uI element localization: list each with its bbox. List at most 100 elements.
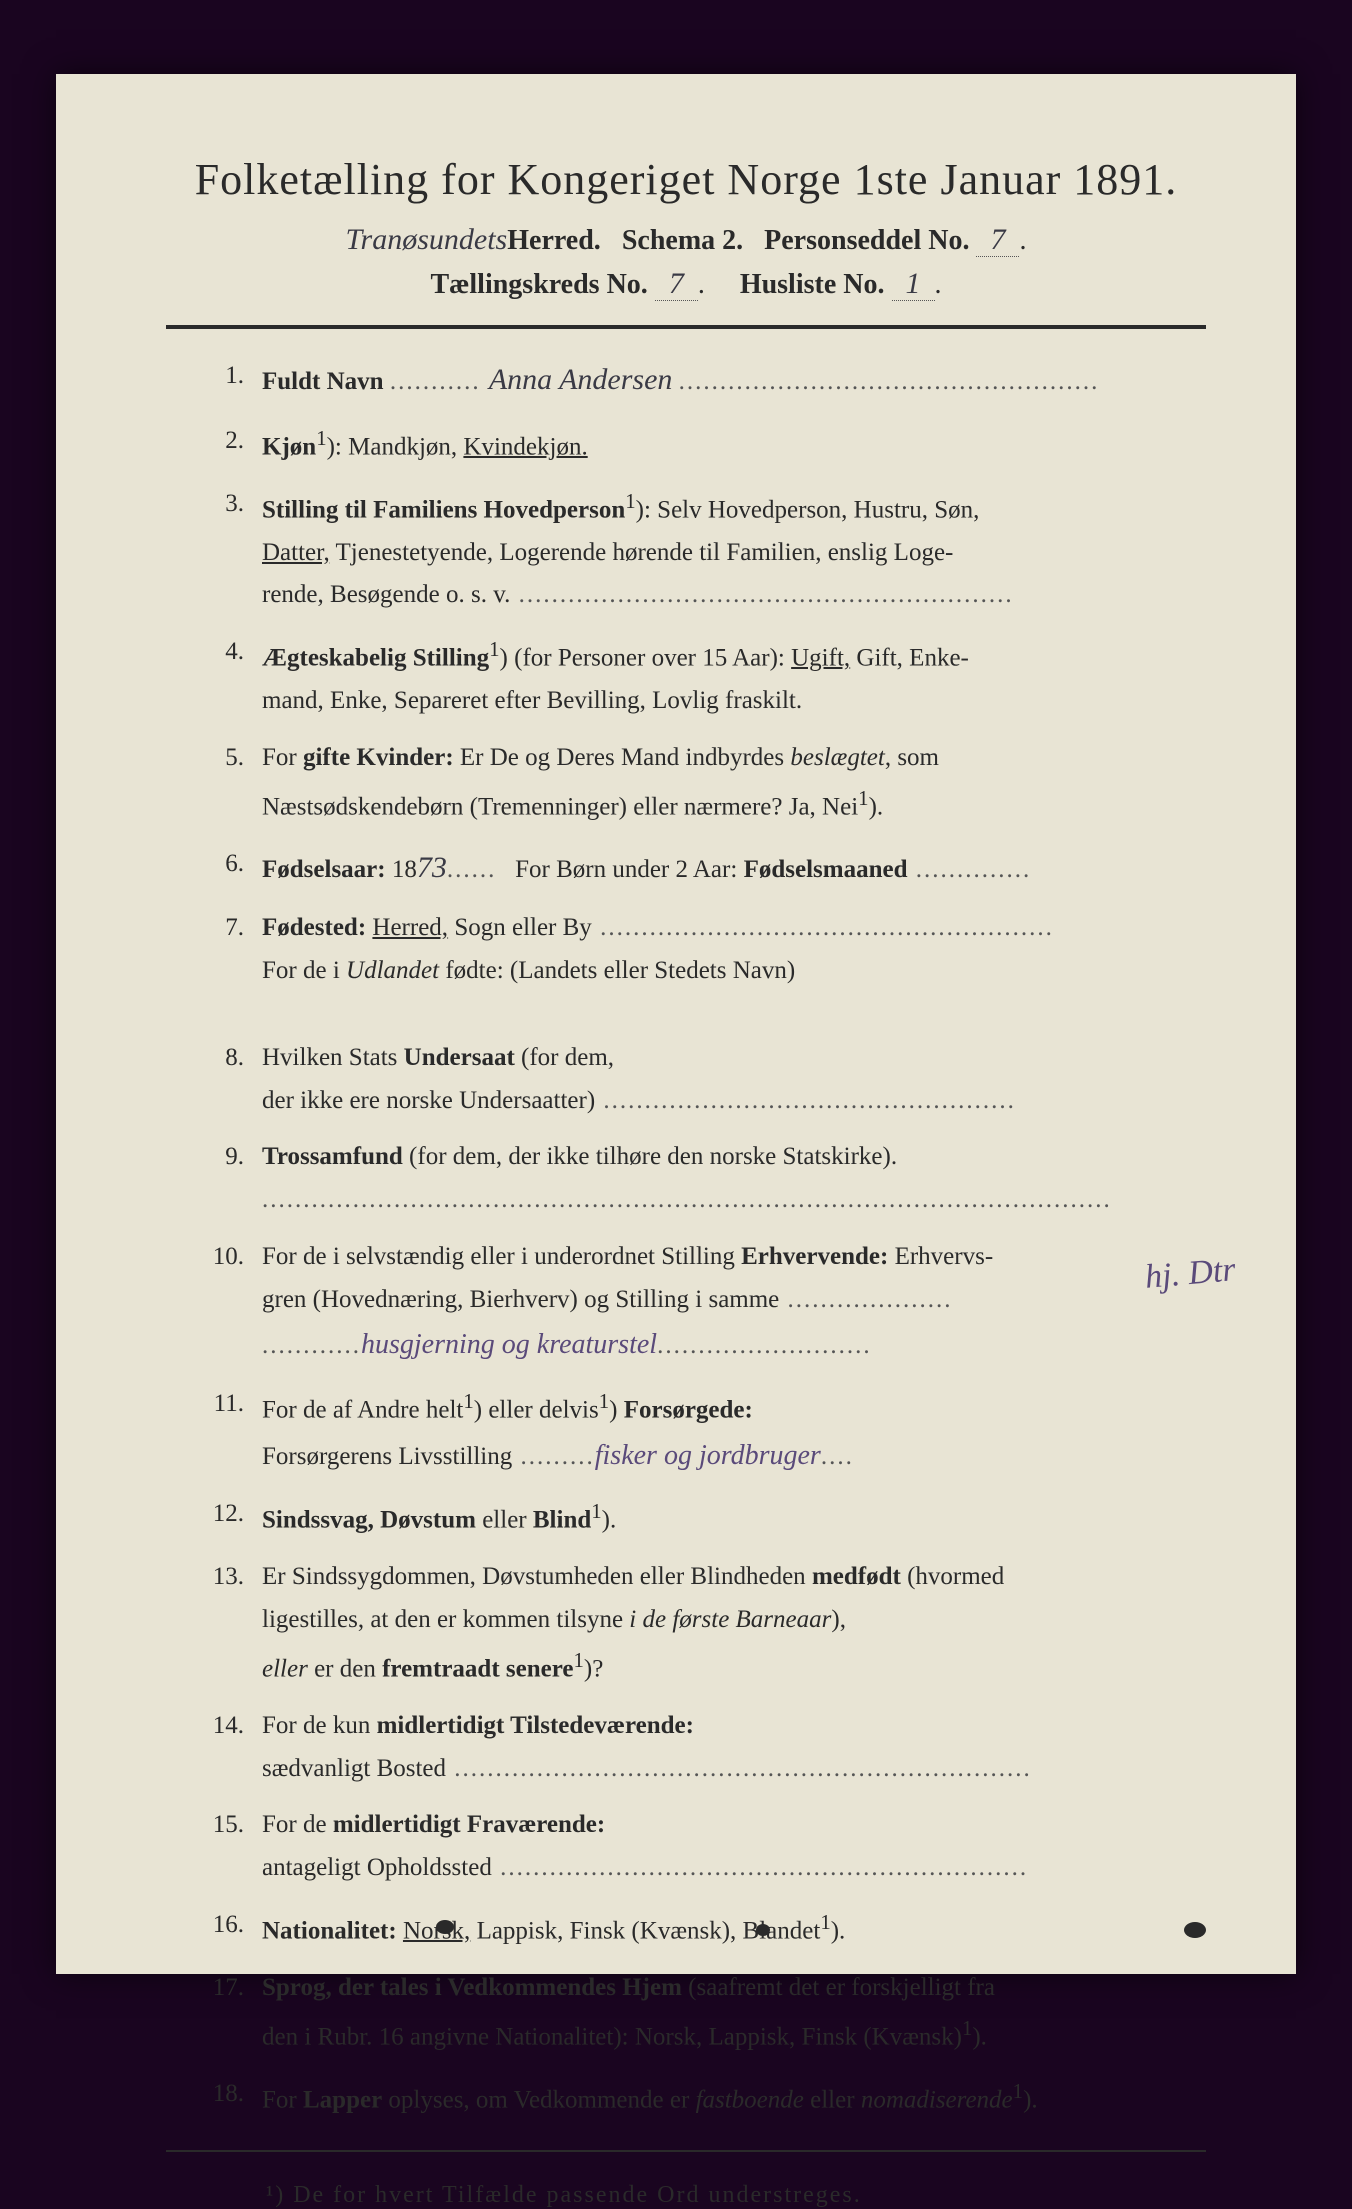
item-6: 6. Fødselsaar: 1873...... For Børn under… bbox=[206, 845, 1206, 892]
label: midlertidigt Fraværende: bbox=[333, 1811, 605, 1838]
text: (hvormed bbox=[901, 1563, 1004, 1590]
item-15: 15. For de midlertidigt Fraværende: anta… bbox=[206, 1806, 1206, 1888]
italic: nomadiserende bbox=[861, 2086, 1013, 2113]
label: Kjøn bbox=[262, 433, 316, 460]
item-16: 16. Nationalitet: Norsk, Lappisk, Finsk … bbox=[206, 1906, 1206, 1951]
year-prefix: 18 bbox=[392, 856, 417, 883]
text: Gift, Enke- bbox=[850, 644, 969, 671]
text: Erhvervs- bbox=[888, 1243, 993, 1270]
item-5: 5. For gifte Kvinder: Er De og Deres Man… bbox=[206, 739, 1206, 827]
text: Tjenestetyende, Logerende hørende til Fa… bbox=[330, 539, 954, 566]
text: rende, Besøgende o. s. v. bbox=[262, 581, 510, 608]
item-num: 12. bbox=[206, 1495, 262, 1540]
text: For de i bbox=[262, 957, 346, 984]
underlined: Herred, bbox=[372, 914, 448, 941]
name-value: Anna Andersen bbox=[489, 363, 673, 396]
label: Fødselsmaaned bbox=[744, 856, 908, 883]
margin-annotation: hj. Dtr bbox=[1143, 1244, 1238, 1304]
label: Fuldt Navn bbox=[262, 368, 384, 395]
ink-stain bbox=[756, 1924, 770, 1936]
text: Forsørgerens Livsstilling bbox=[262, 1443, 512, 1470]
text: ). bbox=[869, 793, 884, 820]
text: For de i selvstændig eller i underordnet… bbox=[262, 1243, 741, 1270]
sup: 1 bbox=[599, 1389, 609, 1413]
item-14: 14. For de kun midlertidigt Tilstedevære… bbox=[206, 1707, 1206, 1789]
item-8: 8. Hvilken Stats Undersaat (for dem, der… bbox=[206, 1039, 1206, 1121]
label: Stilling til Familiens Hovedperson bbox=[262, 496, 625, 523]
dots: ........................................… bbox=[679, 368, 1100, 395]
text: ). bbox=[972, 2023, 987, 2050]
kreds-no: 7 bbox=[655, 267, 698, 301]
personseddel-no: 7 bbox=[976, 223, 1019, 257]
text: , som bbox=[885, 744, 939, 771]
label: Erhvervende: bbox=[741, 1243, 888, 1270]
underlined: Ugift, bbox=[791, 644, 850, 671]
item-7: 7. Fødested: Herred, Sogn eller By .....… bbox=[206, 909, 1206, 991]
text: ): Mandkjøn, bbox=[327, 433, 464, 460]
text: For bbox=[262, 2086, 303, 2113]
header-line-1: TranøsundetsHerred. Schema 2. Personsedd… bbox=[166, 223, 1206, 257]
label: Blind bbox=[533, 1507, 591, 1534]
text: ), bbox=[831, 1606, 846, 1633]
text: eller bbox=[804, 2086, 861, 2113]
kreds-label: Tællingskreds No. bbox=[430, 269, 647, 300]
item-1: 1. Fuldt Navn ........... Anna Andersen … bbox=[206, 357, 1206, 404]
occupation-hand: husgjerning og kreaturstel bbox=[361, 1329, 657, 1360]
text: ) (for Personer over 15 Aar): bbox=[500, 644, 792, 671]
text: ) eller delvis bbox=[474, 1396, 599, 1423]
text: For bbox=[262, 744, 303, 771]
text: Hvilken Stats bbox=[262, 1044, 404, 1071]
text: )? bbox=[584, 1655, 603, 1682]
dots: ........... bbox=[390, 368, 489, 395]
text: (for dem, der ikke tilhøre den norske St… bbox=[403, 1143, 897, 1170]
text: For de af Andre helt bbox=[262, 1396, 463, 1423]
text: oplyses, om Vedkommende er bbox=[382, 2086, 695, 2113]
sup: 1 bbox=[489, 637, 499, 661]
italic: fastboende bbox=[696, 2086, 804, 2113]
item-18: 18. For Lapper oplyses, om Vedkommende e… bbox=[206, 2075, 1206, 2120]
text: ). bbox=[602, 1507, 617, 1534]
text: ) bbox=[609, 1396, 624, 1423]
item-num: 8. bbox=[206, 1039, 262, 1121]
label: Sprog, der tales i Vedkommendes Hjem bbox=[262, 1974, 682, 2001]
text: Næstsødskendebørn (Tremenninger) eller n… bbox=[262, 793, 858, 820]
item-num: 4. bbox=[206, 633, 262, 721]
herred-label: Herred. bbox=[507, 225, 601, 256]
text: fødte: (Landets eller Stedets Navn) bbox=[439, 957, 795, 984]
text: ): Selv Hovedperson, Hustru, Søn, bbox=[636, 496, 980, 523]
text: Sogn eller By bbox=[448, 914, 592, 941]
page-title: Folketælling for Kongeriget Norge 1ste J… bbox=[166, 154, 1206, 205]
text: For de kun bbox=[262, 1712, 377, 1739]
ink-stain bbox=[1184, 1922, 1206, 1938]
item-3: 3. Stilling til Familiens Hovedperson1):… bbox=[206, 485, 1206, 616]
text: gren (Hovednæring, Bierhverv) og Stillin… bbox=[262, 1286, 779, 1313]
label: midlertidigt Tilstedeværende: bbox=[377, 1712, 694, 1739]
divider-top bbox=[166, 325, 1206, 329]
text: (saafremt det er forskjelligt fra bbox=[682, 1974, 995, 2001]
text: antageligt Opholdssted bbox=[262, 1854, 492, 1881]
item-num: 5. bbox=[206, 739, 262, 827]
text: ligestilles, at den er kommen tilsyne bbox=[262, 1606, 629, 1633]
underlined: Datter, bbox=[262, 539, 330, 566]
text: ). bbox=[831, 1917, 846, 1944]
label: gifte Kvinder: bbox=[303, 744, 454, 771]
text: den i Rubr. 16 angivne Nationalitet): No… bbox=[262, 2023, 962, 2050]
item-num: 13. bbox=[206, 1558, 262, 1689]
label: Fødested: bbox=[262, 914, 366, 941]
label: Undersaat bbox=[404, 1044, 515, 1071]
herred-handwritten: Tranøsundets bbox=[346, 223, 508, 256]
item-num: 11. bbox=[206, 1385, 262, 1477]
item-9: 9. Trossamfund (for dem, der ikke tilhør… bbox=[206, 1138, 1206, 1220]
text: For de bbox=[262, 1811, 333, 1838]
form-items: 1. Fuldt Navn ........... Anna Andersen … bbox=[166, 357, 1206, 2120]
husliste-no: 1 bbox=[892, 267, 935, 301]
label: medfødt bbox=[812, 1563, 901, 1590]
year-hand: 73 bbox=[417, 851, 447, 884]
sup: 1 bbox=[573, 1648, 583, 1672]
item-num: 1. bbox=[206, 357, 262, 404]
label: Lapper bbox=[303, 2086, 382, 2113]
text: For Børn under 2 Aar: bbox=[515, 856, 737, 883]
label: Ægteskabelig Stilling bbox=[262, 644, 489, 671]
item-num: 2. bbox=[206, 422, 262, 467]
census-form-page: Folketælling for Kongeriget Norge 1ste J… bbox=[56, 74, 1296, 1974]
